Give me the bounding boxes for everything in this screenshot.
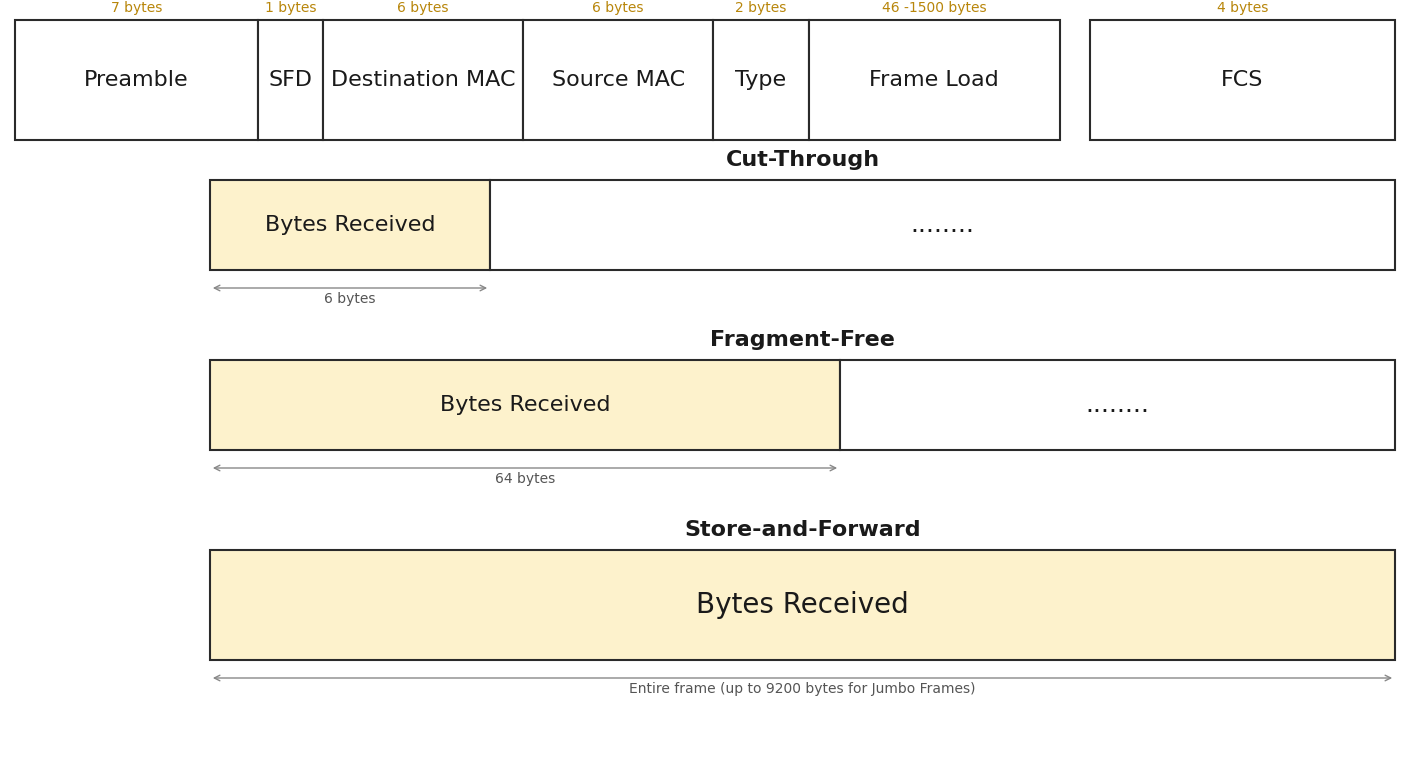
- Bar: [490, 180, 1395, 270]
- Text: ........: ........: [911, 213, 974, 237]
- Text: 6 bytes: 6 bytes: [593, 1, 643, 15]
- Text: 46 -1500 bytes: 46 -1500 bytes: [881, 1, 987, 15]
- Text: Source MAC: Source MAC: [552, 70, 684, 90]
- Text: Entire frame (up to 9200 bytes for Jumbo Frames): Entire frame (up to 9200 bytes for Jumbo…: [629, 682, 976, 696]
- Text: 6 bytes: 6 bytes: [397, 1, 449, 15]
- Text: 7 bytes: 7 bytes: [111, 1, 162, 15]
- Bar: [210, 360, 841, 450]
- Bar: [210, 550, 1395, 660]
- Bar: [15, 20, 258, 140]
- Bar: [324, 20, 522, 140]
- Text: ........: ........: [1086, 393, 1149, 417]
- Text: FCS: FCS: [1221, 70, 1264, 90]
- Text: 4 bytes: 4 bytes: [1217, 1, 1269, 15]
- Text: Frame Load: Frame Load: [870, 70, 1000, 90]
- Text: Store-and-Forward: Store-and-Forward: [684, 520, 921, 540]
- Bar: [522, 20, 714, 140]
- Bar: [1090, 20, 1395, 140]
- Bar: [258, 20, 324, 140]
- Bar: [210, 180, 490, 270]
- Bar: [808, 20, 1060, 140]
- Text: 64 bytes: 64 bytes: [494, 472, 555, 486]
- Text: Bytes Received: Bytes Received: [265, 215, 435, 235]
- Text: Preamble: Preamble: [84, 70, 189, 90]
- Text: 1 bytes: 1 bytes: [265, 1, 317, 15]
- Text: Bytes Received: Bytes Received: [696, 591, 910, 619]
- Bar: [714, 20, 808, 140]
- Text: Cut-Through: Cut-Through: [725, 150, 880, 170]
- Text: Type: Type: [735, 70, 787, 90]
- Bar: [841, 360, 1395, 450]
- Text: 6 bytes: 6 bytes: [324, 292, 376, 306]
- Text: SFD: SFD: [269, 70, 313, 90]
- Text: 2 bytes: 2 bytes: [735, 1, 787, 15]
- Text: Bytes Received: Bytes Received: [439, 395, 610, 415]
- Text: Fragment-Free: Fragment-Free: [710, 330, 895, 350]
- Text: Destination MAC: Destination MAC: [331, 70, 515, 90]
